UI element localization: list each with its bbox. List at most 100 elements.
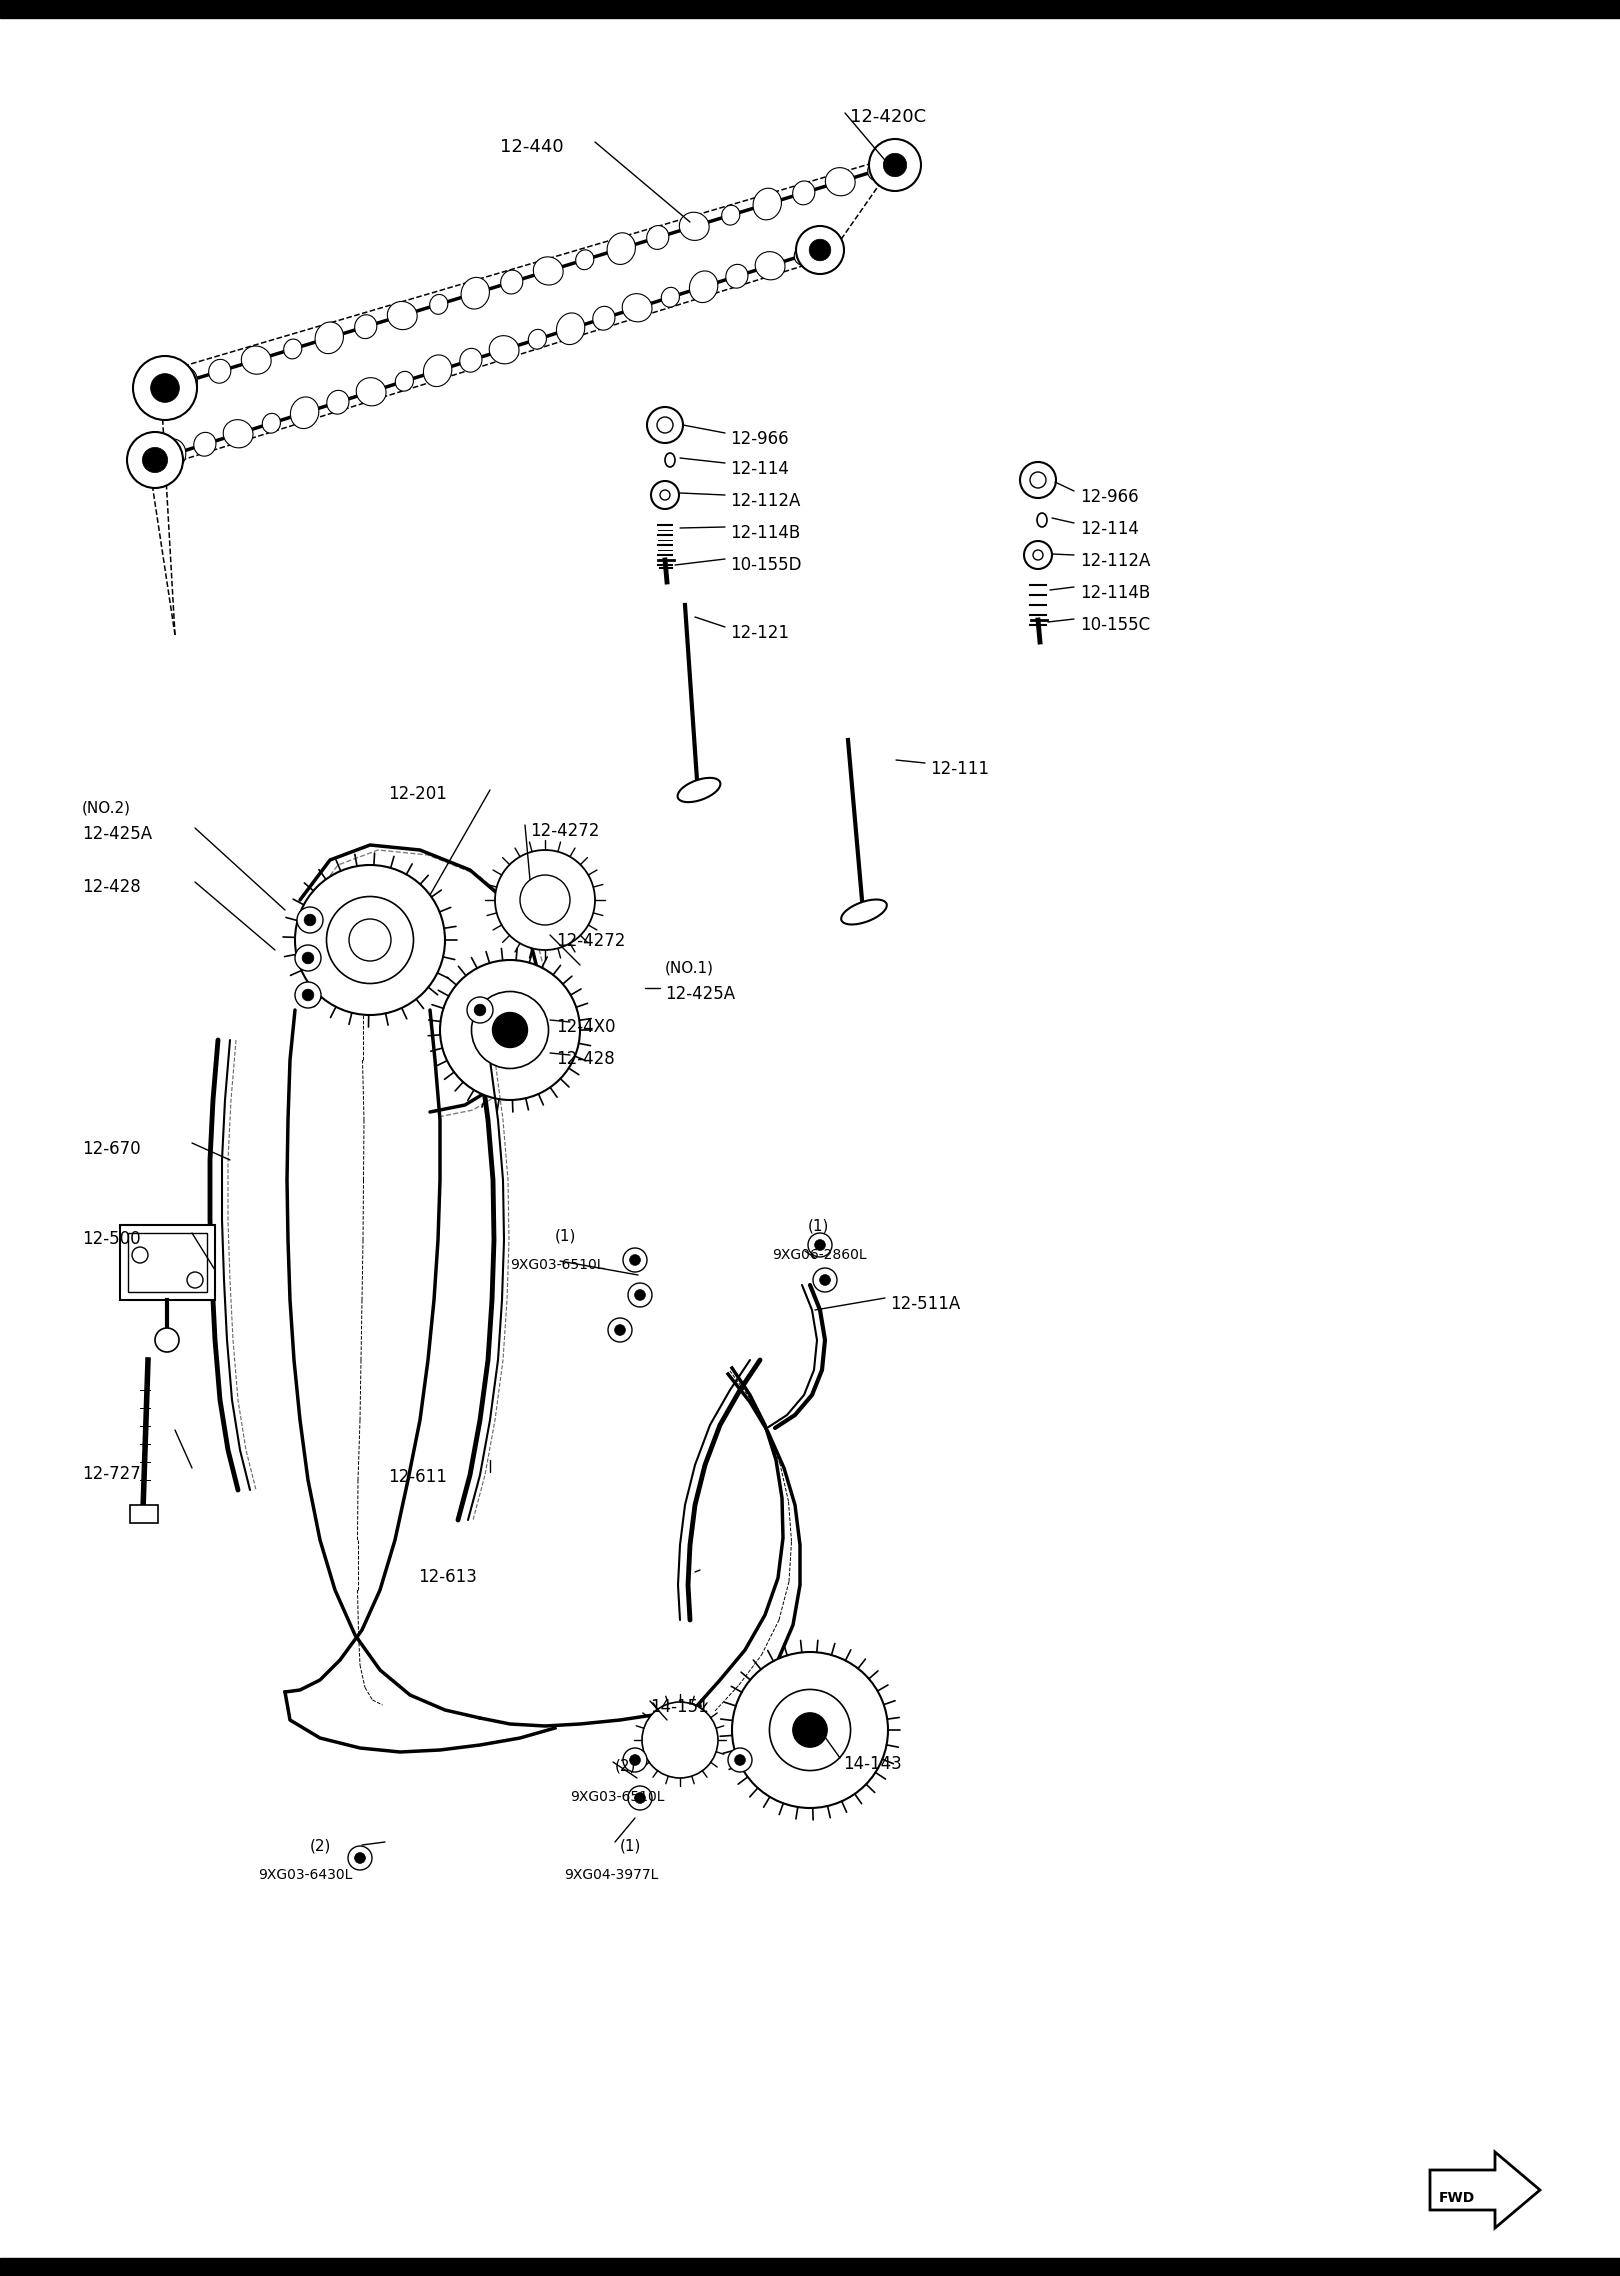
- Ellipse shape: [677, 778, 721, 801]
- Ellipse shape: [690, 271, 718, 303]
- Circle shape: [295, 945, 321, 972]
- Text: 10-155D: 10-155D: [731, 555, 802, 574]
- Text: (NO.1): (NO.1): [664, 960, 714, 974]
- Bar: [0, 2258, 1620, 2276]
- Text: 12-966: 12-966: [1081, 487, 1139, 505]
- Circle shape: [296, 908, 322, 933]
- Circle shape: [770, 1689, 851, 1771]
- Ellipse shape: [868, 162, 886, 180]
- Circle shape: [156, 1327, 178, 1352]
- Text: 12-420C: 12-420C: [850, 107, 927, 125]
- Circle shape: [608, 1318, 632, 1343]
- Circle shape: [471, 992, 549, 1067]
- Circle shape: [727, 1748, 752, 1773]
- Text: (1): (1): [620, 1839, 642, 1853]
- Ellipse shape: [314, 321, 343, 353]
- Circle shape: [732, 1652, 888, 1807]
- Ellipse shape: [664, 453, 676, 467]
- Circle shape: [659, 489, 671, 501]
- Circle shape: [734, 1755, 745, 1766]
- Text: 12-112A: 12-112A: [1081, 553, 1150, 569]
- Circle shape: [1030, 471, 1047, 487]
- Circle shape: [635, 1290, 645, 1300]
- Ellipse shape: [290, 396, 319, 428]
- Circle shape: [630, 1254, 640, 1265]
- Text: 12-121: 12-121: [731, 624, 789, 642]
- Circle shape: [492, 1013, 528, 1047]
- Ellipse shape: [528, 330, 546, 348]
- Text: (1): (1): [808, 1218, 829, 1234]
- Ellipse shape: [395, 371, 413, 391]
- Text: 12-727: 12-727: [83, 1466, 141, 1484]
- Text: 12-114: 12-114: [1081, 519, 1139, 537]
- Text: (1): (1): [556, 1229, 577, 1243]
- Ellipse shape: [533, 257, 564, 284]
- Ellipse shape: [726, 264, 748, 289]
- Circle shape: [808, 1234, 833, 1256]
- Bar: [120, 1224, 215, 1300]
- Circle shape: [820, 1275, 831, 1286]
- Text: 12-112A: 12-112A: [731, 492, 800, 510]
- Circle shape: [467, 997, 492, 1022]
- Bar: [0, 0, 1620, 18]
- Circle shape: [815, 1240, 826, 1250]
- Circle shape: [126, 432, 183, 487]
- Text: 12-500: 12-500: [83, 1229, 141, 1247]
- Circle shape: [133, 355, 198, 421]
- Ellipse shape: [679, 212, 710, 241]
- Ellipse shape: [753, 189, 781, 221]
- Polygon shape: [1430, 2153, 1541, 2228]
- Circle shape: [131, 1247, 147, 1263]
- Circle shape: [475, 1004, 486, 1015]
- Circle shape: [629, 1284, 651, 1306]
- Circle shape: [355, 1853, 366, 1864]
- Text: 12-114B: 12-114B: [1081, 585, 1150, 601]
- Ellipse shape: [194, 432, 215, 455]
- Text: 14-151: 14-151: [650, 1698, 710, 1716]
- Text: 12-611: 12-611: [389, 1468, 447, 1486]
- Text: 9XG04-3977L: 9XG04-3977L: [564, 1869, 658, 1882]
- Text: 12-511A: 12-511A: [889, 1295, 961, 1313]
- Ellipse shape: [501, 271, 523, 294]
- Circle shape: [1021, 462, 1056, 498]
- Ellipse shape: [387, 300, 418, 330]
- Ellipse shape: [721, 205, 740, 225]
- Bar: [128, 1234, 207, 1293]
- Circle shape: [303, 990, 314, 1001]
- Circle shape: [813, 1268, 838, 1293]
- Circle shape: [651, 480, 679, 510]
- Ellipse shape: [284, 339, 301, 360]
- Circle shape: [441, 960, 580, 1099]
- Text: 12-428: 12-428: [556, 1049, 614, 1067]
- Text: 12-428: 12-428: [83, 879, 141, 897]
- Ellipse shape: [356, 378, 386, 405]
- Text: 12-4272: 12-4272: [556, 931, 625, 949]
- Text: (NO.2): (NO.2): [83, 799, 131, 815]
- Text: 12-4X0: 12-4X0: [556, 1017, 616, 1036]
- Ellipse shape: [841, 899, 886, 924]
- Ellipse shape: [224, 419, 253, 448]
- Text: 12-201: 12-201: [389, 785, 447, 803]
- Circle shape: [520, 874, 570, 924]
- Ellipse shape: [429, 294, 447, 314]
- Circle shape: [348, 920, 390, 960]
- Circle shape: [810, 239, 831, 262]
- Circle shape: [496, 849, 595, 949]
- Circle shape: [143, 448, 167, 473]
- Text: FWD: FWD: [1439, 2192, 1476, 2205]
- Circle shape: [348, 1846, 373, 1871]
- Ellipse shape: [157, 439, 186, 471]
- Text: 12-966: 12-966: [731, 430, 789, 448]
- Text: 14-143: 14-143: [842, 1755, 902, 1773]
- Ellipse shape: [622, 294, 651, 321]
- Circle shape: [646, 407, 684, 444]
- Circle shape: [630, 1755, 640, 1766]
- Ellipse shape: [168, 366, 198, 398]
- Text: 12-4272: 12-4272: [530, 822, 599, 840]
- Ellipse shape: [489, 335, 518, 364]
- Text: 12-425A: 12-425A: [664, 986, 735, 1004]
- Circle shape: [305, 915, 316, 926]
- Text: 12-114: 12-114: [731, 460, 789, 478]
- Circle shape: [883, 152, 907, 178]
- Ellipse shape: [755, 253, 786, 280]
